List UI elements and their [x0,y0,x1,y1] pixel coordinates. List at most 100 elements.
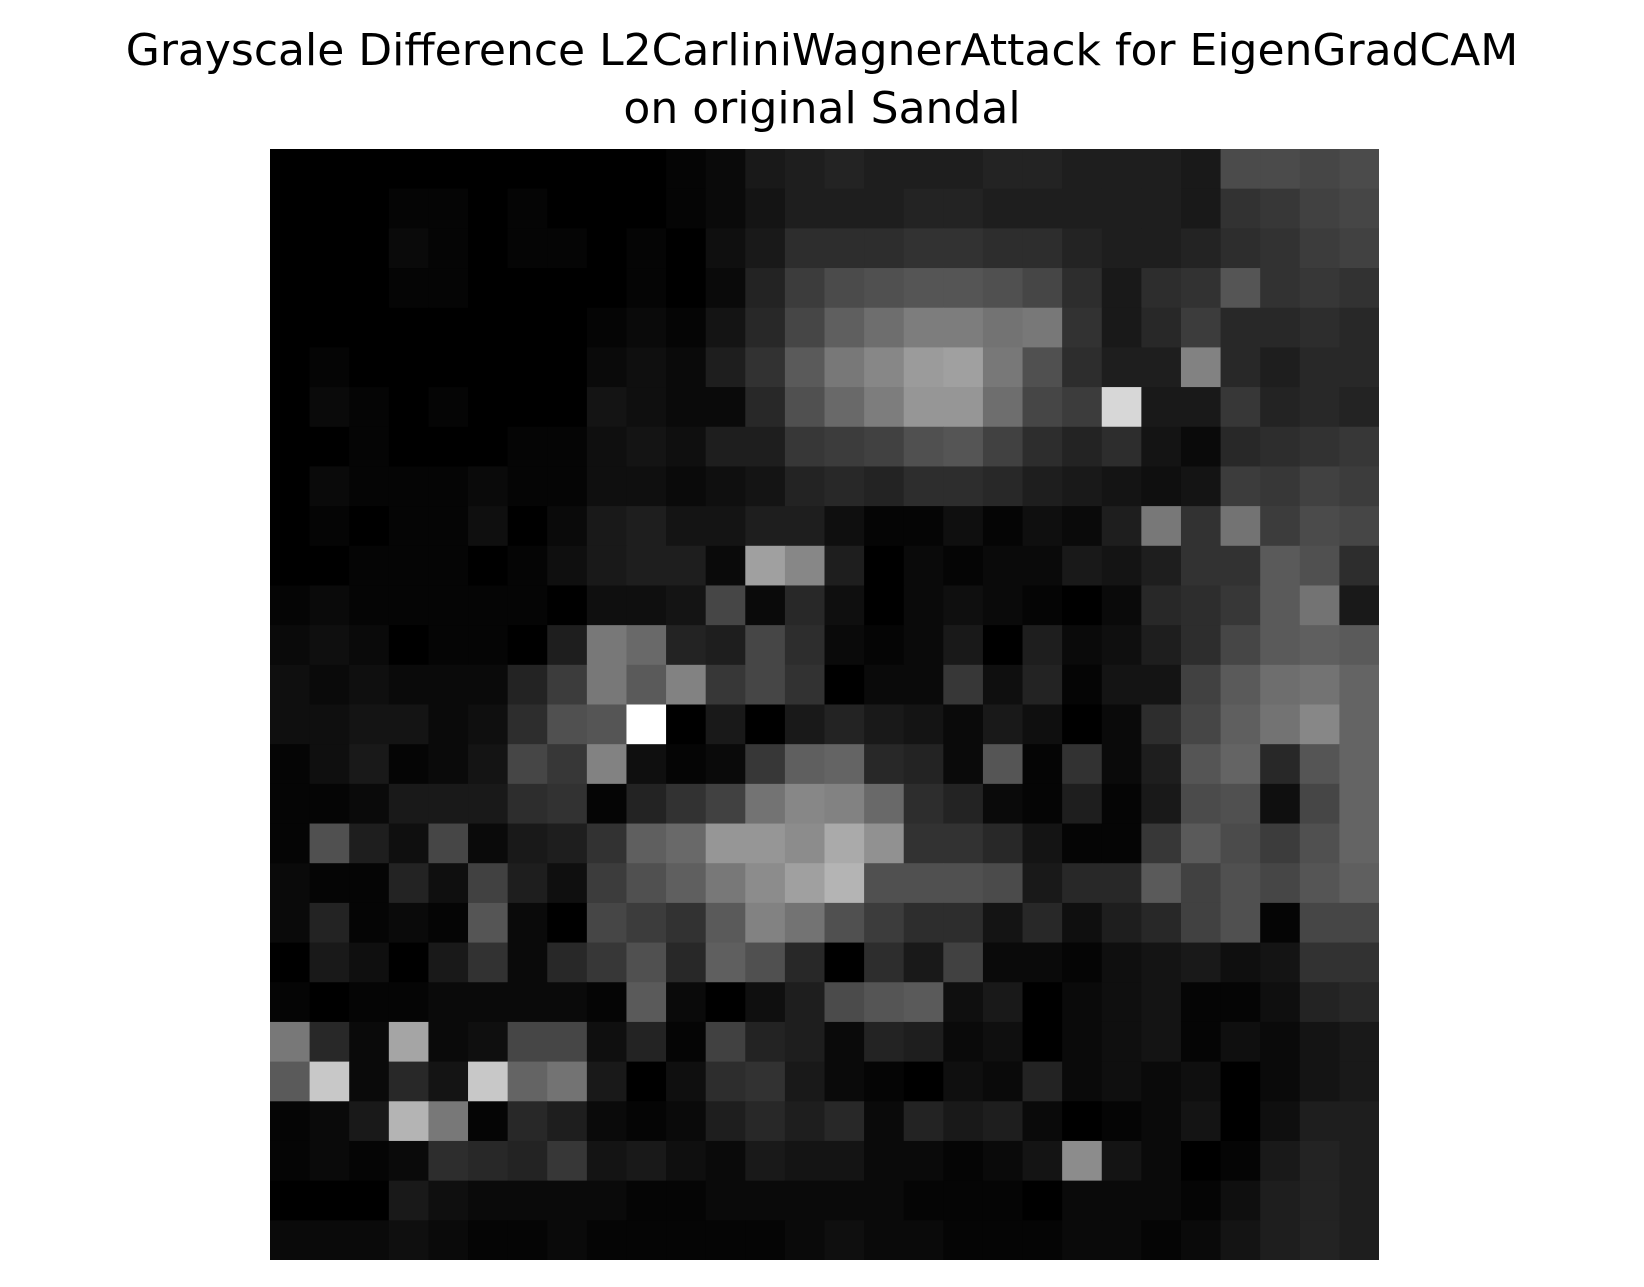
heatmap-cell [1220,1140,1261,1182]
heatmap-cell [1022,506,1063,547]
heatmap-cell [1101,1061,1142,1102]
heatmap-cell [943,188,984,229]
heatmap-cell [1022,347,1063,388]
heatmap-cell [784,1140,826,1182]
heatmap-cell [388,1180,430,1221]
heatmap-cell [507,1061,548,1102]
heatmap-cell [388,1140,430,1182]
heatmap-cell [824,863,865,904]
heatmap-cell [309,585,350,626]
heatmap-cell [666,625,707,666]
heatmap-cell [507,1140,548,1182]
heatmap-cell [666,545,707,587]
heatmap-cell [270,268,311,309]
heatmap-cell [784,942,826,983]
heatmap-cell [943,228,984,269]
heatmap-cell [903,506,944,547]
heatmap-cell [943,307,984,348]
heatmap-cell [1141,545,1182,587]
heatmap-cell [745,625,786,666]
heatmap-cell [468,1021,509,1063]
heatmap-cell [1260,942,1301,983]
heatmap-cell [547,228,588,269]
heatmap-cell [309,1180,350,1221]
heatmap-cell [903,704,944,745]
heatmap-cell [982,387,1024,428]
heatmap-cell [626,625,667,666]
heatmap-cell [1339,188,1379,229]
heatmap-cell [666,387,707,428]
heatmap-cell [1101,1101,1142,1142]
heatmap-cell [388,823,430,864]
heatmap-cell [547,1021,588,1063]
heatmap-cell [507,823,548,864]
heatmap-cell [1141,149,1182,190]
heatmap-cell [666,783,707,825]
heatmap-cell [1260,347,1301,388]
heatmap-cell [586,149,628,190]
heatmap-cell [1062,744,1103,785]
heatmap-cell [468,347,509,388]
heatmap-cell [824,387,865,428]
heatmap-cell [1101,902,1142,944]
heatmap-cell [982,744,1024,785]
heatmap-cell [1180,545,1222,587]
heatmap-cell [547,982,588,1023]
heatmap-cell [864,1061,905,1102]
heatmap-cell [468,268,509,309]
heatmap-cell [626,942,667,983]
heatmap-cell [349,625,390,666]
heatmap-cell [745,347,786,388]
heatmap-cell [1180,506,1222,547]
heatmap-cell [982,1061,1024,1102]
heatmap-cell [349,387,390,428]
heatmap-cell [309,188,350,229]
heatmap-cell [1101,625,1142,666]
heatmap-cell [1260,387,1301,428]
heatmap-cell [1022,902,1063,944]
heatmap-cell [745,268,786,309]
heatmap-cell [309,664,350,706]
heatmap-cell [784,982,826,1023]
heatmap-cell [1220,744,1261,785]
heatmap-cell [428,426,469,468]
heatmap-cell [1339,783,1379,825]
heatmap-cell [1339,823,1379,864]
heatmap-cell [586,664,628,706]
heatmap-cell [1299,1180,1340,1221]
heatmap-cell [864,506,905,547]
heatmap-cell [626,585,667,626]
heatmap-cell [982,585,1024,626]
heatmap-cell [1260,228,1301,269]
heatmap-cell [903,347,944,388]
heatmap-cell [864,902,905,944]
heatmap-cell [903,902,944,944]
heatmap-cell [468,744,509,785]
heatmap-cell [903,1220,944,1260]
heatmap-cell [468,1220,509,1260]
heatmap-cell [626,902,667,944]
heatmap-cell [943,902,984,944]
chart-title-block: Grayscale Difference L2CarliniWagnerAtta… [0,22,1644,138]
heatmap-cell [388,1021,430,1063]
heatmap-cell [1062,902,1103,944]
heatmap-cell [903,823,944,864]
heatmap-cell [1220,307,1261,348]
heatmap-cell [547,823,588,864]
heatmap-cell [1260,1021,1301,1063]
heatmap-cell [1141,228,1182,269]
heatmap-cell [1141,863,1182,904]
heatmap-cell [784,783,826,825]
heatmap-cell [270,188,311,229]
heatmap-cell [943,506,984,547]
heatmap-cell [626,347,667,388]
heatmap-cell [270,1140,311,1182]
heatmap-cell [1180,704,1222,745]
heatmap-cell [666,1220,707,1260]
heatmap-cell [1101,545,1142,587]
heatmap-cell [1339,942,1379,983]
heatmap-cell [1299,1061,1340,1102]
heatmap-cell [745,1101,786,1142]
heatmap-cell [1220,1021,1261,1063]
heatmap-cell [507,1101,548,1142]
